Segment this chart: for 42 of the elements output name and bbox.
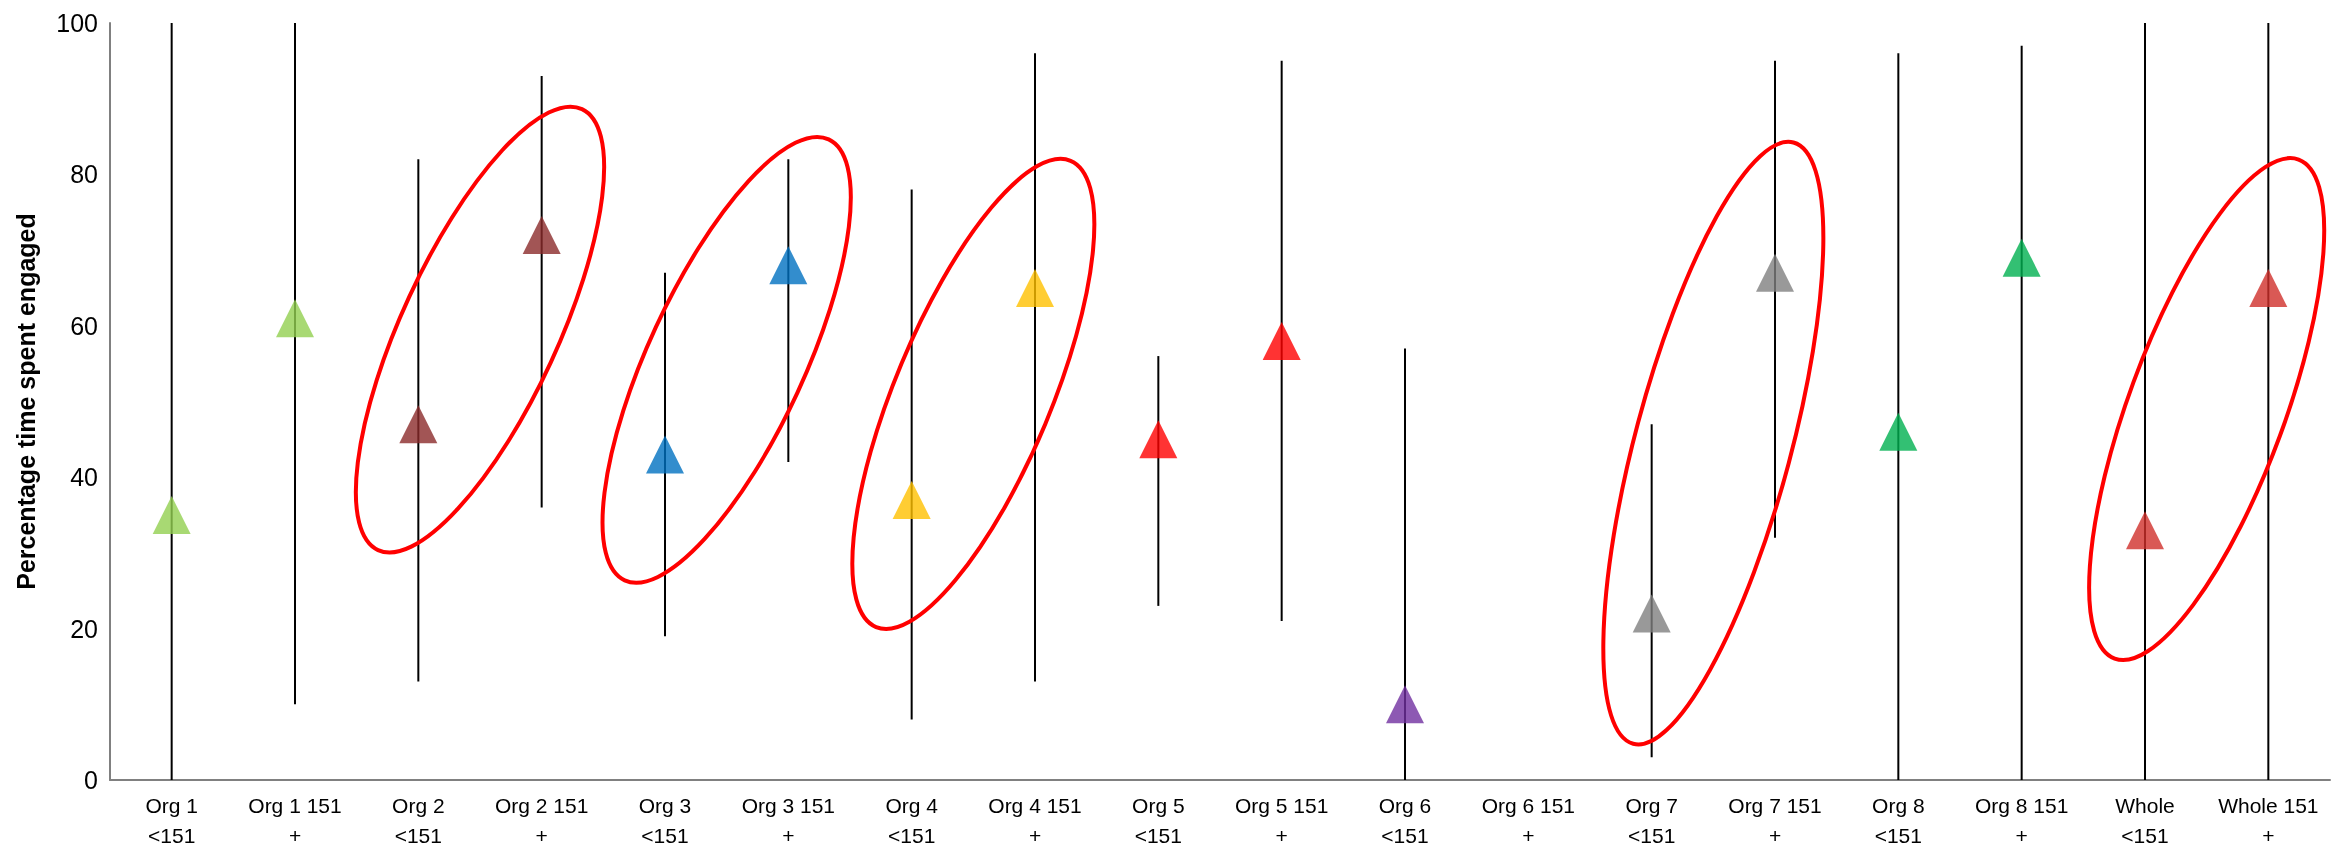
x-tick-label: Org 6 151 +: [1481, 793, 1576, 847]
x-tick-label: Org 5 151 +: [1234, 793, 1329, 847]
x-tick-label: Org 8 <151: [1872, 793, 1925, 847]
y-axis-title: Percentage time spent engaged: [11, 213, 40, 590]
x-tick-label: Org 6 <151: [1378, 793, 1432, 847]
x-tick-label: Org 2 151 +: [494, 793, 589, 847]
x-tick-label: Org 7 151 +: [1728, 793, 1822, 847]
point: [1016, 268, 1054, 307]
x-tick-label: Whole <151: [2115, 793, 2175, 847]
point: [2126, 511, 2164, 550]
x-tick-label: Org 7 <151: [1625, 793, 1678, 847]
y-tick-label: 40: [70, 463, 98, 492]
point: [1879, 412, 1918, 451]
point: [646, 435, 684, 474]
point: [892, 480, 931, 519]
point: [1756, 253, 1794, 292]
point: [152, 496, 191, 535]
x-tick-label: Org 1 151 +: [248, 793, 342, 847]
point: [2249, 268, 2288, 307]
x-tick-label: Org 8 151 +: [1974, 793, 2069, 847]
y-tick-label: 80: [70, 160, 98, 189]
y-tick-label: 20: [70, 614, 98, 643]
x-tick-label: Org 4 <151: [885, 793, 939, 847]
point: [522, 215, 561, 254]
x-tick-label: Org 3 <151: [638, 793, 692, 847]
y-tick-label: 100: [56, 9, 98, 37]
point: [399, 405, 438, 444]
x-tick-label: Org 1 <151: [145, 793, 198, 847]
point: [2002, 238, 2041, 277]
point: [1262, 321, 1301, 360]
point: [1386, 685, 1424, 724]
x-tick-label: Org 3 151 +: [741, 793, 836, 847]
y-tick-label: 60: [70, 311, 98, 340]
point: [769, 246, 808, 285]
point: [1632, 594, 1671, 633]
point: [1139, 420, 1178, 459]
x-tick-label: Whole 151 +: [2218, 793, 2319, 847]
point: [276, 299, 314, 338]
x-tick-label: Org 5 <151: [1132, 793, 1185, 847]
x-tick-label: Org 2 <151: [392, 793, 445, 847]
y-tick-label: 0: [84, 766, 98, 794]
x-tick-label: Org 4 151 +: [988, 793, 1082, 847]
